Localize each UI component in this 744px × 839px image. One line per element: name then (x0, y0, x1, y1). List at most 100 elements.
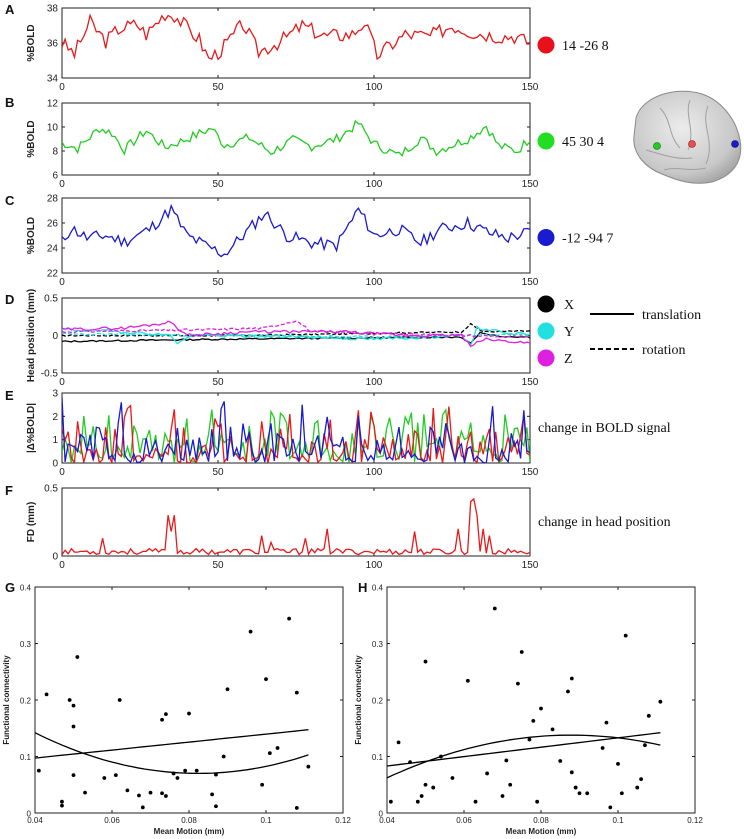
panel-c: C 0 50 100 150 22 24 26 28 %BOLD -12 -94 7 (5, 193, 613, 288)
panel-f: F 0 50 100 150 0 0.5 FD (mm) change in head posi… (5, 483, 671, 571)
data-point (527, 737, 532, 742)
y-tick-label: 34 (47, 74, 59, 85)
data-point (71, 724, 76, 729)
panel-annotation: change in head position (538, 515, 671, 530)
data-point (531, 719, 536, 723)
data-point (485, 771, 489, 776)
plot-frame (61, 197, 531, 274)
roi-legend-dot (537, 132, 555, 150)
axis-legend-dot-y (537, 322, 555, 340)
axis-legend-dot-x (537, 295, 555, 313)
data-point (214, 772, 218, 777)
series-line-1 (62, 322, 530, 337)
roi-coordinates: 14 -26 8 (562, 39, 609, 54)
fit-curve-linear (387, 732, 661, 767)
axis-legend-label: X (564, 298, 574, 313)
panel-g: G 0.04 0.06 0.08 0.1 0.12 0 0.1 0.2 0.3 0.4 Functio… (2, 580, 351, 836)
y-tick-label: 2 (52, 412, 58, 423)
panel-annotation: change in BOLD signal (538, 421, 671, 436)
data-point (419, 794, 424, 798)
y-tick-label: 0.5 (44, 484, 58, 495)
panel-b: B 0 50 100 150 6 8 10 12 %BOLD 45 30 4 (5, 95, 604, 190)
data-point (113, 773, 118, 778)
series-line-0 (62, 13, 530, 61)
x-tick-label: 0.1 (260, 816, 272, 825)
data-point (388, 799, 393, 804)
data-point (225, 687, 230, 692)
x-tick-label: 0 (59, 560, 65, 571)
y-tick-label: 0.2 (372, 697, 384, 706)
series-line-1 (62, 404, 530, 463)
y-axis-label: |Δ%BOLD| (26, 403, 37, 453)
x-tick-label: 150 (522, 560, 539, 571)
data-point (44, 692, 49, 697)
x-tick-label: 0 (59, 277, 65, 288)
x-tick-label: 150 (522, 277, 539, 288)
x-tick-label: 100 (366, 377, 383, 388)
roi-marker-blue (731, 140, 739, 148)
data-point (508, 782, 513, 787)
data-point (569, 676, 574, 681)
x-tick-label: 100 (366, 82, 383, 93)
x-tick-label: 0 (59, 82, 65, 93)
data-point (287, 616, 291, 621)
panel-h: H 0.04 0.06 0.08 0.1 0.12 0 0.1 0.2 0.3 0.4 Functio… (354, 580, 703, 836)
y-tick-label: 36 (47, 39, 59, 50)
data-point (504, 758, 509, 763)
data-point (275, 746, 280, 750)
axis-legend-label: Z (564, 352, 573, 367)
y-tick-label: 0.3 (372, 640, 384, 649)
data-point (60, 799, 64, 804)
data-point (608, 805, 613, 810)
data-point (619, 791, 624, 796)
x-tick-label: 50 (212, 179, 224, 190)
x-tick-label: 0 (59, 179, 65, 190)
data-point (306, 764, 311, 769)
roi-marker-green (653, 142, 661, 150)
panel-label: B (5, 95, 14, 110)
y-axis-label: %BOLD (26, 120, 37, 157)
data-point (516, 681, 520, 686)
y-axis-label: FD (mm) (26, 502, 37, 543)
data-point (423, 659, 428, 664)
data-point (160, 717, 164, 722)
data-point (535, 799, 540, 804)
y-axis-label: %BOLD (26, 24, 37, 61)
data-point (569, 770, 574, 775)
x-tick-label: 0.12 (687, 816, 703, 825)
roi-coordinates: -12 -94 7 (562, 232, 613, 247)
series-line-0 (62, 203, 530, 258)
data-point (137, 793, 141, 798)
y-axis-label: Functional connectivity (2, 655, 11, 745)
y-tick-label: 28 (47, 194, 59, 205)
data-point (140, 805, 145, 810)
line-style-label: rotation (642, 343, 686, 358)
line-style-label: translation (642, 308, 701, 323)
data-point (431, 785, 436, 790)
data-point (450, 776, 455, 780)
x-tick-label: 0.1 (612, 816, 624, 825)
data-point (267, 751, 272, 756)
panel-label: C (5, 193, 15, 208)
data-point (566, 689, 570, 694)
x-tick-label: 150 (522, 467, 539, 478)
data-point (67, 698, 72, 702)
x-tick-label: 50 (212, 560, 224, 571)
plot-frame (61, 7, 531, 79)
data-point (604, 720, 609, 725)
data-point (175, 776, 180, 780)
series-line-5 (62, 320, 530, 338)
data-point (558, 759, 563, 763)
x-tick-label: 150 (522, 82, 539, 93)
data-point (75, 655, 80, 659)
y-tick-label: 22 (47, 269, 59, 280)
data-point (577, 791, 582, 796)
x-axis-label: Mean Motion (mm) (154, 827, 225, 836)
y-tick-label: 0.3 (20, 640, 32, 649)
x-tick-label: 50 (212, 467, 224, 478)
brain-silhouette (633, 90, 742, 184)
data-point (60, 803, 64, 808)
y-tick-label: 1 (52, 435, 58, 446)
